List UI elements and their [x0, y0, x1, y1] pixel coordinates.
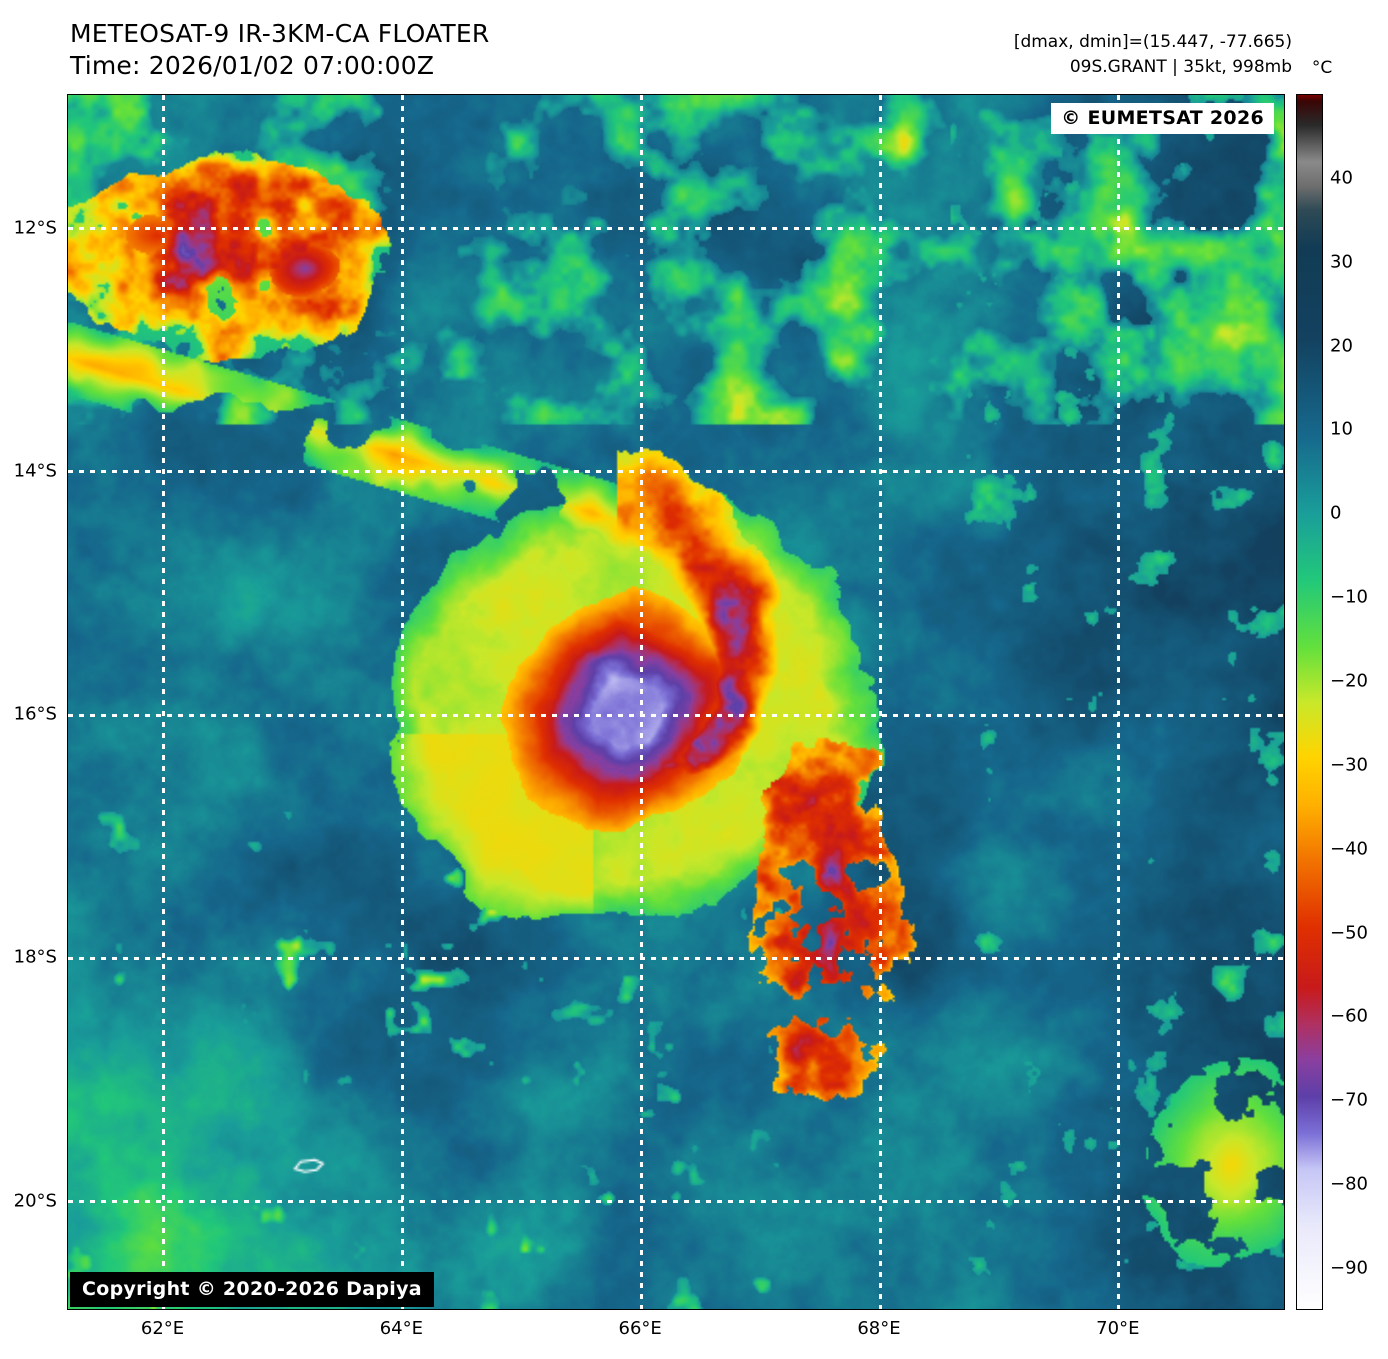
longitude-tick-label: 70°E: [1096, 1318, 1140, 1339]
timestamp-label: Time: 2026/01/02 07:00:00Z: [70, 51, 435, 80]
colorbar-tick-label: −10: [1330, 586, 1368, 608]
eumetsat-attribution-badge: © EUMETSAT 2026: [1051, 103, 1274, 134]
longitude-tick-label: 66°E: [618, 1318, 662, 1339]
latitude-tick-label: 16°S: [13, 703, 57, 725]
colorbar-tick-label: 10: [1330, 418, 1353, 440]
colorbar-tick-label: −90: [1330, 1257, 1368, 1279]
colorbar-tick-label: 40: [1330, 167, 1353, 189]
colorbar-tick-label: −20: [1330, 670, 1368, 692]
title-block: METEOSAT-9 IR-3KM-CA FLOATER Time: 2026/…: [70, 18, 489, 82]
latitude-tick-label: 14°S: [13, 460, 57, 482]
colorbar-gradient: [1297, 95, 1322, 1309]
colorbar-tick-label: −60: [1330, 1005, 1368, 1027]
infrared-satellite-raster: [68, 95, 1284, 1309]
colorbar-tick-label: −40: [1330, 838, 1368, 860]
colorbar-tick-label: −70: [1330, 1089, 1368, 1111]
latitude-tick-label: 18°S: [13, 946, 57, 968]
dmax-dmin-label: [dmax, dmin]=(15.447, -77.665): [1013, 32, 1292, 52]
colorbar-tick-label: 30: [1330, 251, 1353, 273]
colorbar-tick-label: −80: [1330, 1173, 1368, 1195]
copyright-banner: Copyright © 2020-2026 Dapiya: [70, 1272, 434, 1307]
latitude-tick-label: 20°S: [13, 1190, 57, 1212]
metadata-block: [dmax, dmin]=(15.447, -77.665) 09S.GRANT…: [1014, 30, 1292, 80]
colorbar-unit-label: °C: [1311, 58, 1333, 78]
longitude-tick-label: 68°E: [857, 1318, 901, 1339]
satellite-image-plot: © EUMETSAT 2026 Copyright © 2020-2026 Da…: [67, 94, 1285, 1310]
page-title: METEOSAT-9 IR-3KM-CA FLOATER: [70, 19, 490, 48]
colorbar-tick-label: −50: [1330, 922, 1368, 944]
colorbar-tick-label: 0: [1330, 502, 1342, 524]
temperature-colorbar: [1296, 94, 1323, 1310]
colorbar-tick-label: 20: [1330, 335, 1353, 357]
storm-info-label: 09S.GRANT | 35kt, 998mb: [1069, 57, 1292, 77]
latitude-tick-label: 12°S: [13, 217, 57, 239]
longitude-tick-label: 62°E: [140, 1318, 185, 1339]
colorbar-tick-label: −30: [1330, 754, 1368, 776]
longitude-tick-label: 64°E: [379, 1318, 423, 1339]
